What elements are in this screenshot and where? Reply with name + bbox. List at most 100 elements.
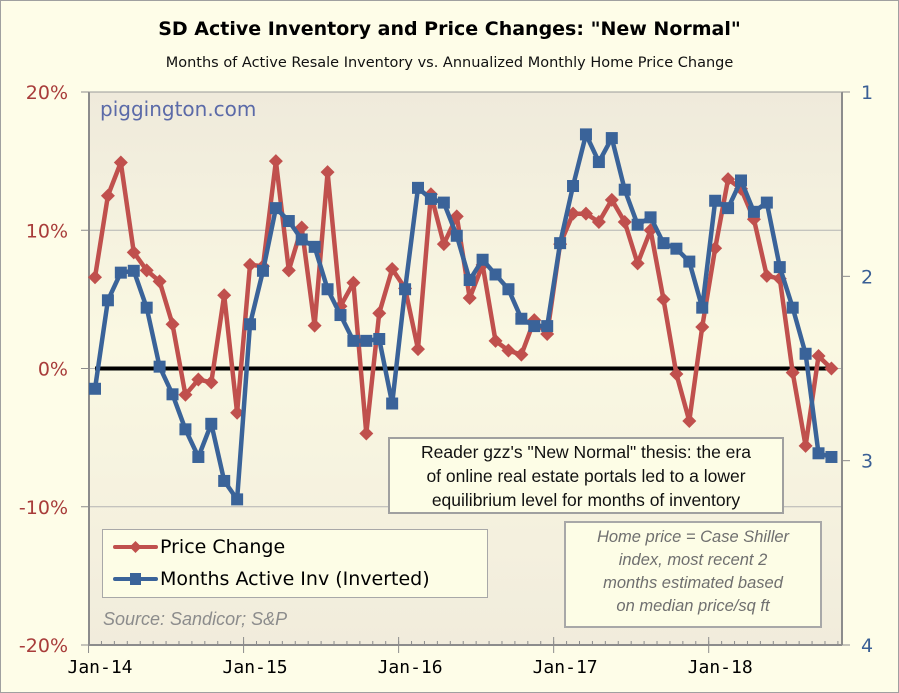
- price-point: [165, 317, 180, 332]
- inventory-point: [347, 334, 360, 347]
- inventory-point: [515, 312, 528, 325]
- price-point: [436, 237, 451, 252]
- price-point: [139, 263, 154, 278]
- inventory-point: [192, 450, 205, 463]
- y-left-tick-label: 0%: [38, 359, 68, 381]
- inventory-point: [541, 320, 554, 333]
- inventory-point: [489, 268, 502, 281]
- price-point: [682, 414, 697, 429]
- inventory-point: [282, 215, 295, 228]
- inventory-point: [308, 240, 321, 253]
- legend-swatch-inventory: [113, 569, 158, 589]
- price-point: [113, 155, 128, 170]
- price-point: [656, 292, 671, 307]
- x-tick-label: Jan-16: [378, 657, 443, 678]
- methodology-note: Home price = Case Shiller index, most re…: [564, 521, 822, 628]
- inventory-point: [166, 388, 179, 401]
- square-marker-icon: [130, 573, 141, 585]
- legend-label: Price Change: [160, 536, 286, 558]
- price-point: [630, 256, 645, 271]
- price-point: [462, 290, 477, 305]
- inventory-point: [528, 320, 541, 333]
- chart-title: SD Active Inventory and Price Changes: "…: [158, 18, 741, 40]
- price-point: [721, 172, 736, 187]
- inventory-point: [463, 274, 476, 287]
- inventory-point: [644, 211, 657, 224]
- inventory-point: [140, 301, 153, 314]
- inventory-point: [554, 237, 567, 250]
- y-right-tick-label: 2: [861, 266, 873, 288]
- price-point: [217, 288, 232, 303]
- inventory-point: [334, 309, 347, 322]
- y-left-tick-label: 20%: [26, 82, 68, 104]
- price-point: [230, 405, 245, 420]
- legend-label: Months Active Inv (Inverted): [160, 568, 430, 590]
- x-tick-label: Jan-17: [533, 657, 598, 678]
- price-point: [578, 206, 593, 221]
- inventory-point: [735, 174, 747, 187]
- inventory-point: [618, 183, 631, 196]
- price-point: [372, 306, 387, 321]
- price-point: [320, 165, 335, 180]
- x-tick-label: Jan-15: [223, 657, 288, 678]
- price-point: [785, 365, 800, 380]
- inventory-point: [579, 128, 592, 141]
- price-point: [178, 387, 193, 402]
- legend: Price Change Months Active Inv (Inverted…: [102, 529, 488, 598]
- inventory-point: [592, 156, 605, 169]
- inventory-point: [605, 132, 618, 145]
- price-point: [449, 209, 464, 224]
- chart-subtitle: Months of Active Resale Inventory vs. An…: [165, 55, 734, 71]
- inventory-point: [437, 196, 450, 209]
- legend-item-months-inventory: Months Active Inv (Inverted): [113, 564, 430, 594]
- inventory-point: [424, 192, 437, 205]
- price-point: [811, 349, 826, 364]
- inventory-point: [631, 218, 644, 231]
- note-line: on median price/sq ft: [616, 597, 770, 615]
- note-line: Home price = Case Shiller: [596, 528, 790, 546]
- inventory-point: [683, 255, 696, 268]
- inventory-point: [825, 450, 838, 463]
- inventory-point: [114, 266, 127, 279]
- inventory-point: [450, 229, 463, 242]
- inventory-point: [295, 233, 308, 246]
- inventory-point: [218, 474, 231, 487]
- thesis-annotation: Reader gzz's "New Normal" thesis: the er…: [388, 437, 784, 514]
- inventory-point: [747, 205, 760, 218]
- price-point: [268, 154, 283, 169]
- inventory-point: [709, 194, 722, 207]
- y-right-tick-label: 4: [861, 635, 873, 657]
- inventory-point: [657, 237, 670, 250]
- inventory-point: [799, 347, 812, 360]
- y-left-tick-label: -10%: [19, 497, 68, 519]
- y-right-tick-label: 3: [861, 451, 873, 473]
- source-note: Source: Sandicor; S&P: [103, 609, 288, 629]
- y-left-tick-label: 10%: [26, 220, 68, 242]
- inventory-point: [786, 301, 799, 314]
- price-point: [359, 426, 374, 441]
- inventory-point: [567, 180, 580, 193]
- price-point: [514, 347, 529, 362]
- y-left-tick-label: -20%: [19, 635, 68, 657]
- inventory-point: [127, 264, 140, 277]
- inventory-point: [502, 283, 515, 296]
- inventory-point: [386, 397, 399, 410]
- price-point: [100, 188, 115, 203]
- legend-swatch-price: [113, 537, 158, 557]
- inventory-point: [722, 202, 735, 215]
- price-point: [385, 261, 400, 276]
- inventory-point: [153, 360, 166, 373]
- price-point: [759, 268, 774, 283]
- inventory-point: [205, 417, 218, 430]
- price-point: [669, 367, 684, 382]
- price-point: [281, 263, 296, 278]
- inventory-point: [256, 264, 269, 277]
- watermark: piggington.com: [100, 97, 257, 121]
- price-point: [243, 257, 258, 272]
- x-tick-label: Jan-18: [688, 657, 753, 678]
- thesis-line: of online real estate portals led to a l…: [426, 466, 746, 486]
- price-point: [824, 361, 839, 376]
- diamond-marker-icon: [129, 541, 142, 553]
- inventory-point: [179, 423, 192, 436]
- price-point: [695, 320, 710, 335]
